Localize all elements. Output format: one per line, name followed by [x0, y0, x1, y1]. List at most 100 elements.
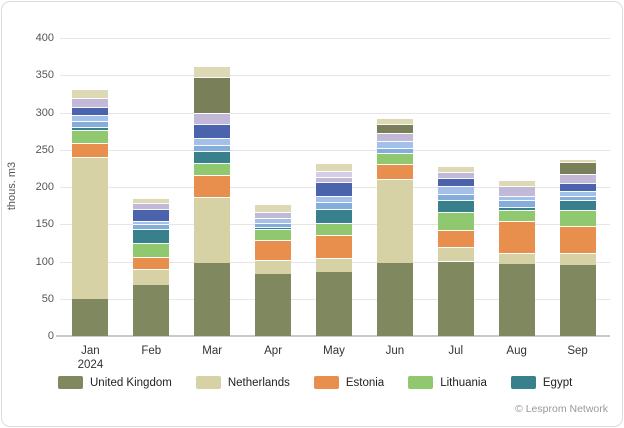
bar-segment-unlabeled-mar[interactable]: [194, 113, 231, 125]
bar-segment-unlabeled-mar[interactable]: [194, 66, 231, 78]
bar-segment-unlabeled-feb[interactable]: [133, 224, 170, 229]
bar-segment-netherlands-mar[interactable]: [194, 196, 231, 263]
bar-segment-unlabeled-apr[interactable]: [255, 204, 292, 212]
bar-segment-estonia-jun[interactable]: [376, 163, 413, 179]
bar-segment-netherlands-apr[interactable]: [255, 260, 292, 275]
legend-label: Netherlands: [227, 376, 290, 389]
bar-segment-estonia-may[interactable]: [316, 235, 352, 258]
bar-segment-unlabeled-may[interactable]: [316, 176, 352, 182]
bar-segment-unlabeled-jul[interactable]: [437, 178, 474, 187]
bar-segment-netherlands-jun[interactable]: [376, 178, 413, 263]
bar-segment-unlabeled-jun[interactable]: [376, 140, 413, 148]
bar-segment-egypt-aug[interactable]: [498, 207, 535, 211]
bar-segment-unlabeled-mar[interactable]: [194, 77, 231, 114]
bar-segment-unlabeled-sep[interactable]: [559, 191, 596, 196]
bar-segment-egypt-mar[interactable]: [194, 151, 231, 164]
bar-segment-unlabeled-jun[interactable]: [376, 118, 413, 125]
y-tick-label-400: 400: [35, 32, 54, 44]
bar-segment-lithuania-apr[interactable]: [255, 229, 292, 240]
bar-segment-unlabeled-jul[interactable]: [437, 172, 474, 179]
bar-segment-unlabeled-aug[interactable]: [498, 180, 535, 187]
bar-segment-unlabeled-apr[interactable]: [255, 211, 292, 219]
bar-segment-unlabeled-may[interactable]: [316, 163, 352, 172]
bar-segment-lithuania-aug[interactable]: [498, 210, 535, 222]
bar-segment-lithuania-may[interactable]: [316, 222, 352, 236]
bar-segment-united-kingdom-mar[interactable]: [194, 262, 231, 336]
bar-segment-unlabeled-may[interactable]: [316, 171, 352, 177]
bar-segment-netherlands-jul[interactable]: [437, 246, 474, 262]
legend-item-estonia[interactable]: Estonia: [313, 376, 384, 389]
bar-segment-lithuania-jan[interactable]: [72, 130, 109, 144]
bar-segment-unlabeled-feb[interactable]: [133, 203, 170, 210]
bar-segment-lithuania-jul[interactable]: [437, 211, 474, 231]
bar-segment-unlabeled-sep[interactable]: [559, 173, 596, 183]
bar-segment-united-kingdom-jun[interactable]: [376, 262, 413, 336]
bar-segment-egypt-sep[interactable]: [559, 200, 596, 211]
bar-segment-estonia-jul[interactable]: [437, 230, 474, 247]
bar-segment-netherlands-jan[interactable]: [72, 157, 109, 299]
bar-segment-egypt-apr[interactable]: [255, 227, 292, 230]
bar-segment-unlabeled-sep[interactable]: [559, 182, 596, 192]
bar-segment-estonia-mar[interactable]: [194, 175, 231, 197]
bar-segment-lithuania-mar[interactable]: [194, 163, 231, 176]
bar-segment-unlabeled-jul[interactable]: [437, 186, 474, 194]
bar-segment-estonia-sep[interactable]: [559, 226, 596, 253]
bar-segment-unlabeled-jul[interactable]: [437, 166, 474, 173]
bar-segment-unlabeled-may[interactable]: [316, 181, 352, 196]
bar-segment-unlabeled-jan[interactable]: [72, 120, 109, 128]
bar-segment-unlabeled-may[interactable]: [316, 195, 352, 202]
bar-segment-unlabeled-jan[interactable]: [72, 89, 109, 99]
bar-segment-unlabeled-aug[interactable]: [498, 195, 535, 200]
bar-segment-unlabeled-aug[interactable]: [498, 186, 535, 196]
bar-segment-unlabeled-apr[interactable]: [255, 218, 292, 223]
bar-segment-unlabeled-feb[interactable]: [133, 220, 170, 225]
bar-segment-united-kingdom-aug[interactable]: [498, 264, 535, 336]
legend-item-united-kingdom[interactable]: United Kingdom: [58, 376, 172, 389]
bar-segment-unlabeled-mar[interactable]: [194, 137, 231, 145]
bar-segment-unlabeled-mar[interactable]: [194, 124, 231, 138]
bar-segment-estonia-apr[interactable]: [255, 239, 292, 260]
bar-segment-unlabeled-aug[interactable]: [498, 199, 535, 208]
bar-segment-estonia-jan[interactable]: [72, 143, 109, 158]
bar-segment-united-kingdom-jul[interactable]: [437, 261, 474, 336]
bar-segment-united-kingdom-apr[interactable]: [255, 274, 292, 336]
bar-segment-united-kingdom-feb[interactable]: [133, 284, 170, 336]
bar-segment-netherlands-may[interactable]: [316, 257, 352, 272]
bar-segment-estonia-feb[interactable]: [133, 257, 170, 269]
bar-segment-lithuania-sep[interactable]: [559, 210, 596, 227]
legend-label: United Kingdom: [90, 376, 172, 389]
bar-segment-united-kingdom-sep[interactable]: [559, 265, 596, 336]
legend-item-lithuania[interactable]: Lithuania: [408, 376, 487, 389]
legend-item-netherlands[interactable]: Netherlands: [195, 376, 290, 389]
bar-segment-lithuania-jun[interactable]: [376, 153, 413, 164]
bar-segment-netherlands-feb[interactable]: [133, 268, 170, 285]
bar-segment-unlabeled-jul[interactable]: [437, 193, 474, 201]
bar-segment-unlabeled-apr[interactable]: [255, 222, 292, 228]
bar-segment-unlabeled-sep[interactable]: [559, 195, 596, 201]
bar-segment-unlabeled-sep[interactable]: [559, 162, 596, 174]
bar-segment-unlabeled-jun[interactable]: [376, 133, 413, 141]
bar-segment-unlabeled-sep[interactable]: [559, 158, 596, 163]
bar-segment-united-kingdom-may[interactable]: [316, 271, 352, 336]
bar-segment-unlabeled-jun[interactable]: [376, 147, 413, 154]
bar-segment-unlabeled-jan[interactable]: [72, 98, 109, 108]
bar-segment-unlabeled-feb[interactable]: [133, 198, 170, 204]
bar-segment-unlabeled-feb[interactable]: [133, 209, 170, 221]
bar-segment-unlabeled-jan[interactable]: [72, 114, 109, 121]
bar-segment-unlabeled-jan[interactable]: [72, 107, 109, 115]
bar-segment-egypt-jul[interactable]: [437, 200, 474, 212]
bar-segment-united-kingdom-jan[interactable]: [72, 298, 109, 336]
y-tick-label-100: 100: [35, 255, 54, 268]
legend-item-egypt[interactable]: Egypt: [510, 376, 572, 389]
bar-segment-lithuania-feb[interactable]: [133, 242, 170, 258]
bar-segment-netherlands-aug[interactable]: [498, 252, 535, 265]
x-axis-label-jan: Jan 2024: [77, 345, 104, 371]
bar-segment-unlabeled-mar[interactable]: [194, 144, 231, 152]
bar-segment-unlabeled-jun[interactable]: [376, 124, 413, 134]
bar-segment-unlabeled-may[interactable]: [316, 201, 352, 209]
bar-segment-estonia-aug[interactable]: [498, 221, 535, 253]
bar-segment-egypt-may[interactable]: [316, 208, 352, 223]
bar-segment-netherlands-sep[interactable]: [559, 252, 596, 266]
bar-segment-egypt-jan[interactable]: [72, 127, 109, 131]
bar-segment-egypt-feb[interactable]: [133, 228, 170, 243]
